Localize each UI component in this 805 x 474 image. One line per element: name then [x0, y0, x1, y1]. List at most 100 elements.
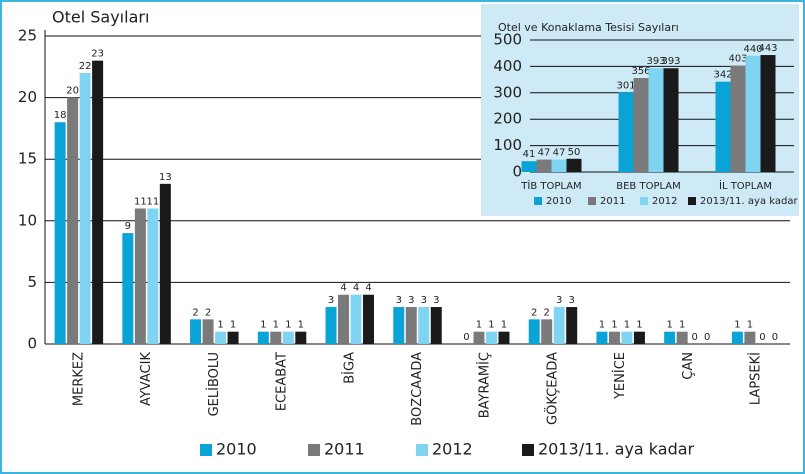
bar [745, 55, 761, 173]
bar [418, 307, 430, 344]
bar [676, 331, 688, 344]
value-label: 18 [54, 110, 67, 121]
value-label: 1 [611, 320, 617, 331]
value-label: 3 [396, 295, 402, 306]
value-label: 342 [713, 70, 732, 81]
value-label: 0 [691, 332, 697, 343]
y-tick-label: 500 [493, 31, 522, 49]
value-label: 1 [260, 320, 266, 331]
value-label: 11 [146, 196, 159, 207]
bar [553, 307, 565, 344]
y-tick-label: 400 [493, 57, 522, 75]
bar [473, 331, 485, 344]
x-tick-label: İL TOPLAM [719, 179, 772, 192]
value-label: 20 [66, 86, 79, 97]
bar [760, 55, 776, 172]
x-tick-label: AYVACIK [139, 352, 154, 406]
bar [363, 294, 375, 344]
legend-label: 2011 [600, 196, 625, 207]
value-label: 23 [91, 49, 104, 60]
bar [227, 331, 239, 344]
value-label: 393 [661, 56, 680, 67]
bar [325, 307, 337, 344]
bar [122, 233, 134, 344]
bar [621, 331, 633, 344]
x-tick-label: BOZCAADA [410, 352, 425, 426]
bar [731, 331, 743, 344]
legend-swatch [588, 197, 596, 205]
bar [350, 294, 362, 344]
value-label: 2 [544, 307, 550, 318]
x-tick-label: LAPSEKİ [748, 352, 764, 405]
value-label: 2 [205, 307, 211, 318]
value-label: 50 [568, 147, 581, 158]
bar [664, 331, 676, 344]
legend-label: 2010 [216, 440, 257, 459]
value-label: 22 [79, 61, 92, 72]
bar [79, 72, 91, 345]
value-label: 1 [488, 320, 494, 331]
value-label: 1 [298, 320, 304, 331]
value-label: 0 [463, 332, 469, 343]
bar [663, 68, 679, 172]
legend-swatch [416, 444, 428, 456]
bar [536, 159, 552, 172]
bar [608, 331, 620, 344]
value-label: 0 [704, 332, 710, 343]
x-tick-label: MERKEZ [71, 352, 86, 406]
bar [618, 92, 634, 172]
value-label: 403 [728, 54, 747, 65]
bar [744, 331, 756, 344]
bar [67, 97, 79, 344]
legend-label: 2011 [324, 440, 365, 459]
bar [648, 68, 664, 172]
value-label: 4 [340, 283, 346, 294]
x-tick-label: YENİCE [612, 352, 628, 400]
value-label: 1 [217, 320, 223, 331]
bar [430, 307, 442, 344]
bar [295, 331, 307, 344]
value-label: 4 [353, 283, 359, 294]
value-label: 1 [599, 320, 605, 331]
bar [282, 331, 294, 344]
value-label: 1 [747, 320, 753, 331]
value-label: 393 [646, 56, 665, 67]
value-label: 3 [569, 295, 575, 306]
bar [190, 319, 202, 344]
bar [393, 307, 405, 344]
legend-label: 2010 [546, 196, 571, 207]
bar [147, 208, 159, 344]
value-label: 47 [538, 148, 551, 159]
value-label: 443 [758, 43, 777, 54]
inset-chart: Otel ve Konaklama Tesisi Sayıları 0 100 200… [481, 4, 799, 216]
value-label: 356 [631, 66, 650, 77]
value-label: 2 [192, 307, 198, 318]
bar [730, 65, 746, 172]
x-tick-label: BAYRAMİÇ [477, 352, 493, 418]
bar [521, 161, 537, 172]
y-tick-label: 200 [493, 110, 522, 128]
value-label: 440 [743, 44, 762, 55]
y-tick-label: 0 [512, 163, 522, 181]
legend-swatch [200, 444, 212, 456]
value-label: 11 [134, 196, 147, 207]
value-label: 1 [230, 320, 236, 331]
chart-title: Otel ve Konaklama Tesisi Sayıları [498, 21, 679, 34]
x-tick-label: ECEABAT [275, 352, 290, 411]
legend-swatch [640, 197, 648, 205]
value-label: 3 [408, 295, 414, 306]
y-tick-label: 5 [27, 273, 37, 291]
value-label: 47 [553, 148, 566, 159]
y-tick-label: 10 [18, 211, 37, 229]
value-label: 3 [556, 295, 562, 306]
bar [159, 183, 171, 344]
bar [270, 331, 282, 344]
value-label: 1 [624, 320, 630, 331]
value-label: 1 [679, 320, 685, 331]
bar [134, 208, 146, 344]
value-label: 1 [636, 320, 642, 331]
value-label: 0 [759, 332, 765, 343]
y-tick-label: 100 [493, 136, 522, 154]
legend-swatch [522, 444, 534, 456]
